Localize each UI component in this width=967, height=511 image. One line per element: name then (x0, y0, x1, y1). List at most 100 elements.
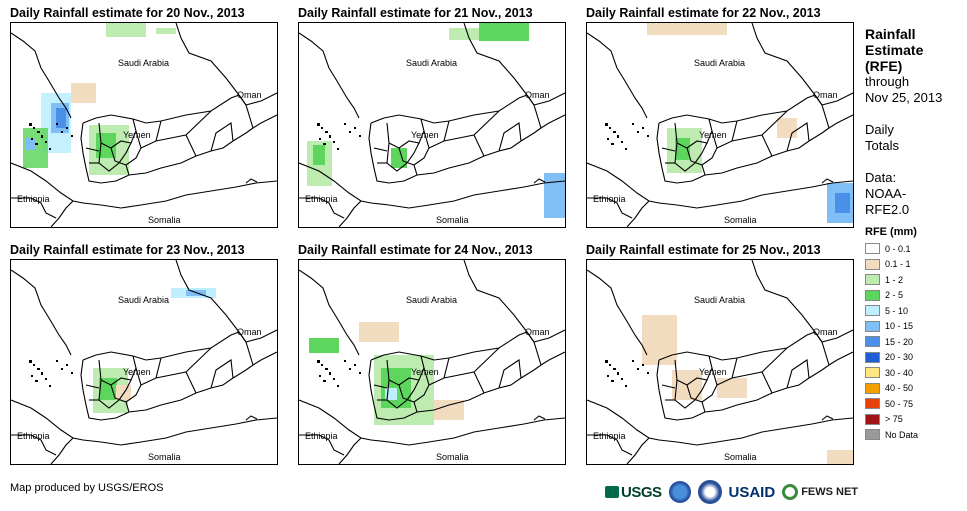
label-oman: Oman (237, 90, 262, 100)
fews-ring-icon (782, 484, 798, 500)
map-panel-25nov: Daily Rainfall estimate for 25 Nov., 201… (586, 241, 854, 465)
label-somalia: Somalia (436, 452, 469, 462)
panel-title: Daily Rainfall estimate for 20 Nov., 201… (10, 4, 278, 22)
map-frame: Saudi Arabia Oman Yemen Ethiopia Somalia (10, 22, 278, 228)
legend-class-row: 40 - 50 (865, 381, 965, 397)
legend-swatch (865, 398, 880, 409)
legend-daily: Daily (865, 122, 965, 138)
map-panel-20nov: Daily Rainfall estimate for 20 Nov., 201… (10, 4, 278, 228)
legend-class-row: 0 - 0.1 (865, 241, 965, 257)
legend-class-row: 50 - 75 (865, 396, 965, 412)
legend-class-label: No Data (885, 430, 918, 440)
legend-class-label: 5 - 10 (885, 306, 908, 316)
map-frame: Saudi Arabia Oman Yemen Ethiopia Somalia (298, 259, 566, 465)
legend-class-row: 30 - 40 (865, 365, 965, 381)
legend-classes: 0 - 0.1 0.1 - 1 1 - 2 2 - 5 5 - 10 10 - 15 15 … (865, 241, 965, 443)
legend: Rainfall Estimate (RFE) through Nov 25, … (865, 26, 965, 443)
legend-class-row: > 75 (865, 412, 965, 428)
map-20nov: Saudi Arabia Oman Yemen Ethiopia Somalia (11, 23, 277, 227)
legend-class-label: 2 - 5 (885, 290, 903, 300)
legend-swatch (865, 336, 880, 347)
legend-class-label: 30 - 40 (885, 368, 913, 378)
legend-class-row: 5 - 10 (865, 303, 965, 319)
label-somalia: Somalia (148, 452, 181, 462)
map-panel-24nov: Daily Rainfall estimate for 24 Nov., 201… (298, 241, 566, 465)
legend-class-label: 10 - 15 (885, 321, 913, 331)
legend-class-row: 10 - 15 (865, 319, 965, 335)
panel-title: Daily Rainfall estimate for 21 Nov., 201… (298, 4, 566, 22)
label-ethiopia: Ethiopia (17, 194, 50, 204)
legend-title-2: Estimate (865, 42, 965, 58)
legend-swatch (865, 290, 880, 301)
legend-swatch (865, 383, 880, 394)
legend-data-source-2: RFE2.0 (865, 202, 965, 218)
legend-class-label: 20 - 30 (885, 352, 913, 362)
label-ethiopia: Ethiopia (305, 194, 338, 204)
legend-class-label: 40 - 50 (885, 383, 913, 393)
legend-class-row: 15 - 20 (865, 334, 965, 350)
legend-date: Nov 25, 2013 (865, 90, 965, 106)
map-frame: Saudi Arabia Oman Yemen Ethiopia Somalia (298, 22, 566, 228)
usgs-logo: USGS (605, 484, 662, 501)
legend-swatch (865, 305, 880, 316)
label-ethiopia: Ethiopia (305, 431, 338, 441)
label-yemen: Yemen (699, 130, 727, 140)
legend-class-label: 15 - 20 (885, 337, 913, 347)
label-ethiopia: Ethiopia (593, 431, 626, 441)
map-24nov: Saudi Arabia Oman Yemen Ethiopia Somalia (299, 260, 565, 464)
label-yemen: Yemen (411, 130, 439, 140)
usaid-logo: USAID (729, 484, 776, 501)
label-saudi: Saudi Arabia (118, 295, 169, 305)
label-somalia: Somalia (148, 215, 181, 225)
label-somalia: Somalia (724, 215, 757, 225)
label-somalia: Somalia (436, 215, 469, 225)
label-yemen: Yemen (411, 367, 439, 377)
legend-swatch (865, 243, 880, 254)
legend-class-label: 0 - 0.1 (885, 244, 911, 254)
label-oman: Oman (813, 90, 838, 100)
legend-totals: Totals (865, 138, 965, 154)
legend-swatch (865, 352, 880, 363)
legend-class-label: 50 - 75 (885, 399, 913, 409)
label-yemen: Yemen (123, 130, 151, 140)
legend-class-row: 1 - 2 (865, 272, 965, 288)
map-frame: Saudi Arabia Oman Yemen Ethiopia Somalia (586, 259, 854, 465)
legend-swatch (865, 321, 880, 332)
map-frame: Saudi Arabia Oman Yemen Ethiopia Somalia (10, 259, 278, 465)
label-somalia: Somalia (724, 452, 757, 462)
agency-logos: USGS USAID FEWS NET (605, 479, 858, 505)
panel-title: Daily Rainfall estimate for 24 Nov., 201… (298, 241, 566, 259)
legend-rfe-header: RFE (mm) (865, 226, 965, 238)
label-saudi: Saudi Arabia (406, 295, 457, 305)
legend-swatch (865, 367, 880, 378)
credit-text: Map produced by USGS/EROS (10, 482, 163, 494)
map-panel-21nov: Daily Rainfall estimate for 21 Nov., 201… (298, 4, 566, 228)
label-saudi: Saudi Arabia (694, 295, 745, 305)
legend-class-row: 0.1 - 1 (865, 257, 965, 273)
label-yemen: Yemen (123, 367, 151, 377)
usaid-seal-icon (698, 480, 722, 504)
label-saudi: Saudi Arabia (406, 58, 457, 68)
map-frame: Saudi Arabia Oman Yemen Ethiopia Somalia (586, 22, 854, 228)
legend-title-3: (RFE) (865, 58, 965, 74)
map-panel-22nov: Daily Rainfall estimate for 22 Nov., 201… (586, 4, 854, 228)
map-22nov: Saudi Arabia Oman Yemen Ethiopia Somalia (587, 23, 853, 227)
legend-swatch (865, 274, 880, 285)
map-panel-23nov: Daily Rainfall estimate for 23 Nov., 201… (10, 241, 278, 465)
legend-class-label: 1 - 2 (885, 275, 903, 285)
legend-through: through (865, 74, 965, 90)
label-yemen: Yemen (699, 367, 727, 377)
map-25nov: Saudi Arabia Oman Yemen Ethiopia Somalia (587, 260, 853, 464)
map-21nov: Saudi Arabia Oman Yemen Ethiopia Somalia (299, 23, 565, 227)
panel-title: Daily Rainfall estimate for 23 Nov., 201… (10, 241, 278, 259)
legend-title-1: Rainfall (865, 26, 965, 42)
fews-net-logo: FEWS NET (782, 484, 858, 500)
label-ethiopia: Ethiopia (17, 431, 50, 441)
panel-title: Daily Rainfall estimate for 22 Nov., 201… (586, 4, 854, 22)
label-saudi: Saudi Arabia (694, 58, 745, 68)
legend-class-row: 2 - 5 (865, 288, 965, 304)
legend-class-row: 20 - 30 (865, 350, 965, 366)
legend-class-label: > 75 (885, 414, 903, 424)
legend-swatch (865, 414, 880, 425)
label-saudi: Saudi Arabia (118, 58, 169, 68)
